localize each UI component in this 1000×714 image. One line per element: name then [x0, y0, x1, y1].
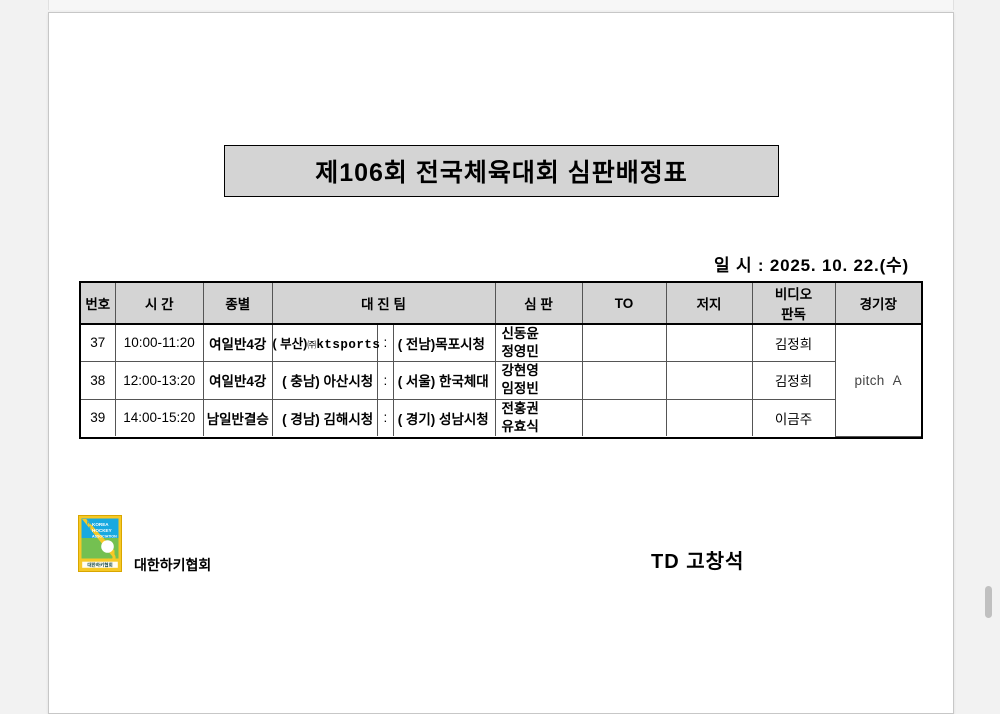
svg-text:ASSOCIATION: ASSOCIATION: [92, 534, 117, 538]
svg-text:A: A: [87, 532, 91, 538]
svg-text:KOREA: KOREA: [92, 522, 109, 527]
svg-text:대한하키협회: 대한하키협회: [87, 562, 112, 569]
svg-text:HOCKEY: HOCKEY: [92, 528, 112, 533]
